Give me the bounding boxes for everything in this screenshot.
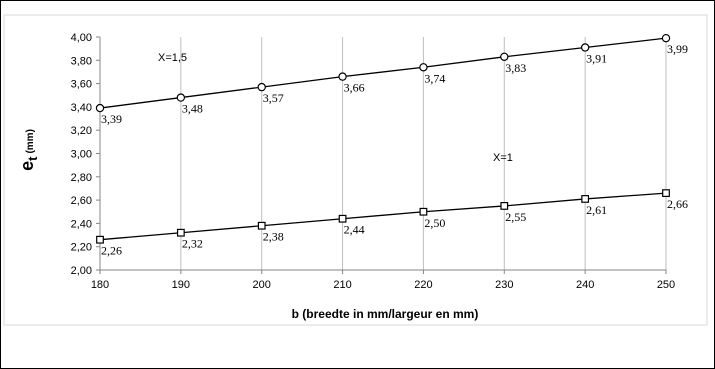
x-tick-label: 250: [657, 279, 675, 291]
data-point: [661, 33, 671, 43]
y-tick-label: 3,80: [71, 55, 92, 67]
series-layer: [95, 33, 671, 244]
data-point: [176, 93, 186, 102]
data-point: [257, 82, 266, 92]
data-point: [581, 195, 590, 203]
x-tick-label: 200: [253, 279, 271, 291]
data-point: [419, 63, 428, 72]
data-point: [95, 103, 105, 113]
x-tick-label: 240: [576, 279, 594, 291]
labels: 2,00 2,20 2,40 2,60 2,80 3,00 3,20 3,40 3,60 3,80…: [71, 32, 688, 291]
x-tick-label: 190: [172, 279, 190, 291]
data-label: 2,44: [344, 223, 365, 237]
y-tick-label: 2,40: [71, 218, 92, 230]
x-tick-label: 210: [333, 279, 351, 291]
x-axis-label: b (breedte in mm/largeur en mm): [292, 307, 479, 321]
y-tick-label: 2,20: [71, 242, 92, 254]
y-axis-label-main: e: [17, 161, 37, 171]
y-axis-label: et (mm): [17, 129, 40, 171]
x-tick-label: 220: [414, 279, 432, 291]
data-point: [96, 235, 104, 244]
data-point: [500, 52, 509, 62]
data-label: 3,83: [505, 61, 526, 75]
y-tick-label: 2,00: [71, 265, 92, 277]
data-point: [338, 72, 347, 81]
y-tick-label: 2,60: [71, 195, 92, 207]
data-label: 2,61: [586, 203, 607, 217]
y-tick-label: 3,60: [71, 79, 92, 91]
data-label: 2,50: [424, 216, 445, 230]
svg-text:et(mm): et (mm): [17, 129, 40, 171]
data-point: [500, 202, 509, 210]
data-label: 3,57: [263, 91, 284, 105]
series-line-1: [99, 37, 667, 109]
x-tick-label: 180: [91, 279, 109, 291]
data-point: [580, 43, 590, 52]
data-label: 2,55: [505, 210, 526, 224]
data-label: 2,38: [263, 230, 284, 244]
y-axis-label-sub: t: [25, 156, 40, 161]
y-tick-label: 3,20: [71, 125, 92, 137]
data-point: [257, 221, 266, 230]
data-point: [662, 189, 670, 198]
axes: [96, 36, 667, 274]
y-tick-label: 3,00: [71, 149, 92, 161]
data-point: [338, 214, 347, 223]
data-label: 3,74: [424, 71, 445, 85]
y-tick-label: 3,40: [71, 102, 92, 114]
series-name-label: X=1,5: [158, 52, 187, 64]
data-label: 3,48: [182, 102, 203, 116]
data-label: 2,66: [667, 197, 688, 211]
series-name-label: X=1: [493, 152, 513, 164]
data-label: 3,66: [344, 81, 365, 95]
data-label: 3,91: [586, 51, 607, 65]
x-tick-label: 230: [495, 279, 513, 291]
data-label: 2,32: [182, 237, 203, 251]
data-label: 2,26: [101, 244, 122, 258]
data-point: [176, 228, 185, 237]
series-line-2: [99, 192, 667, 241]
y-axis-label-unit: (mm): [25, 129, 36, 153]
data-label: 3,99: [667, 42, 688, 56]
y-tick-label: 4,00: [71, 32, 92, 44]
data-point: [419, 207, 428, 216]
data-label: 3,39: [101, 112, 122, 126]
y-tick-label: 2,80: [71, 172, 92, 184]
